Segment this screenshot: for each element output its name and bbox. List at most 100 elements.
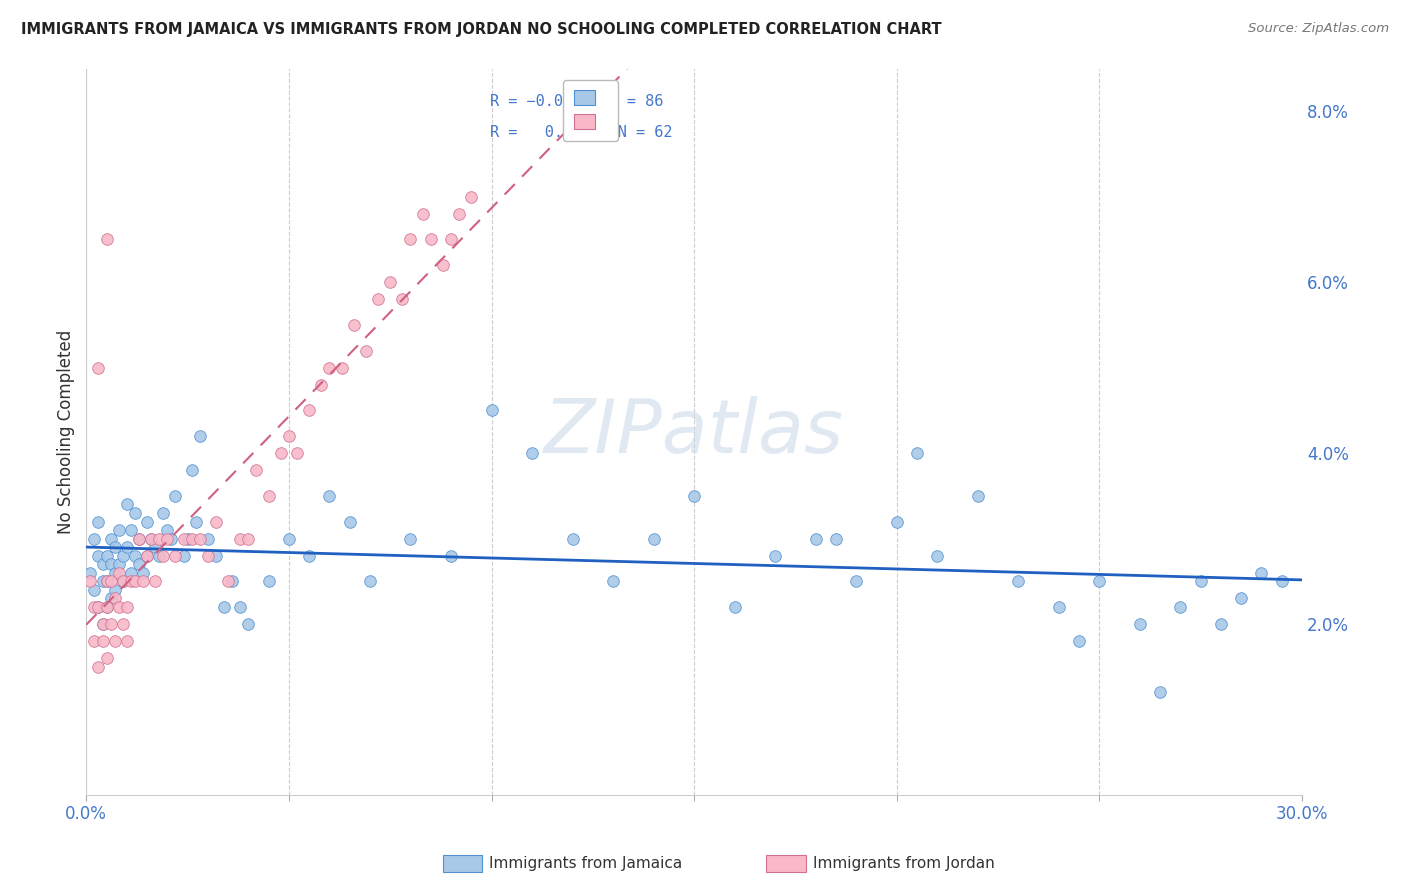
Point [380, 275, 402, 289]
Point [96, 574, 118, 589]
Point [399, 232, 422, 246]
Point [520, 446, 543, 460]
Point [96, 574, 118, 589]
Point [139, 532, 162, 546]
Point [160, 532, 183, 546]
Point [205, 515, 228, 529]
Point [143, 574, 166, 589]
Point [111, 574, 134, 589]
Point [1230, 591, 1253, 606]
Point [1209, 617, 1232, 632]
Point [87, 600, 110, 615]
Point [104, 582, 127, 597]
Point [339, 515, 361, 529]
Point [180, 463, 202, 477]
Point [87, 360, 110, 375]
Point [188, 532, 211, 546]
Point [115, 600, 138, 615]
Point [79, 574, 101, 589]
Point [197, 549, 219, 563]
Point [136, 549, 159, 563]
Point [561, 532, 583, 546]
Point [905, 446, 928, 460]
Point [100, 574, 122, 589]
Point [270, 446, 292, 460]
Point [100, 558, 122, 572]
Point [152, 506, 174, 520]
Point [156, 523, 179, 537]
Point [91, 617, 114, 632]
Point [229, 532, 252, 546]
Point [120, 566, 142, 580]
Point [132, 574, 155, 589]
Point [91, 617, 114, 632]
Point [343, 318, 366, 332]
Point [1067, 634, 1090, 648]
Point [440, 549, 463, 563]
Point [1129, 617, 1152, 632]
Point [111, 574, 134, 589]
Point [148, 549, 170, 563]
Point [277, 429, 299, 443]
Point [107, 600, 129, 615]
Point [602, 574, 624, 589]
Point [139, 532, 162, 546]
Point [724, 600, 747, 615]
Text: Immigrants from Jordan: Immigrants from Jordan [813, 856, 994, 871]
Point [128, 532, 150, 546]
Point [111, 617, 134, 632]
Point [845, 574, 868, 589]
Point [188, 429, 211, 443]
Point [1047, 600, 1070, 615]
Point [115, 634, 138, 648]
Point [104, 540, 127, 554]
Point [1250, 566, 1272, 580]
Point [143, 540, 166, 554]
Point [152, 549, 174, 563]
Point [432, 258, 454, 272]
Point [330, 360, 353, 375]
Point [100, 617, 122, 632]
Point [107, 566, 129, 580]
Point [107, 558, 129, 572]
Text: IMMIGRANTS FROM JAMAICA VS IMMIGRANTS FROM JORDAN NO SCHOOLING COMPLETED CORRELA: IMMIGRANTS FROM JAMAICA VS IMMIGRANTS FR… [21, 22, 942, 37]
Point [87, 600, 110, 615]
Point [238, 617, 260, 632]
Text: ZIPatlas: ZIPatlas [544, 396, 844, 467]
Point [481, 403, 503, 417]
Point [440, 232, 463, 246]
Text: R =   0.178   N = 62: R = 0.178 N = 62 [489, 125, 672, 140]
Point [298, 403, 321, 417]
Point [763, 549, 786, 563]
Point [156, 532, 179, 546]
Point [804, 532, 827, 546]
Point [311, 377, 333, 392]
Point [1007, 574, 1029, 589]
Point [111, 549, 134, 563]
Point [927, 549, 949, 563]
Point [318, 360, 340, 375]
Point [83, 582, 105, 597]
Point [165, 549, 187, 563]
Point [257, 574, 280, 589]
Point [886, 515, 908, 529]
Point [83, 634, 105, 648]
Point [96, 600, 118, 615]
Point [96, 651, 118, 665]
Point [391, 293, 413, 307]
Point [104, 591, 127, 606]
Point [318, 489, 340, 503]
Point [966, 489, 988, 503]
Point [132, 566, 155, 580]
Point [173, 549, 195, 563]
Point [100, 591, 122, 606]
Point [399, 532, 422, 546]
Point [212, 600, 235, 615]
Point [1189, 574, 1212, 589]
Point [104, 634, 127, 648]
Point [128, 532, 150, 546]
Point [367, 293, 389, 307]
Point [91, 558, 114, 572]
Point [449, 207, 471, 221]
Point [184, 515, 207, 529]
